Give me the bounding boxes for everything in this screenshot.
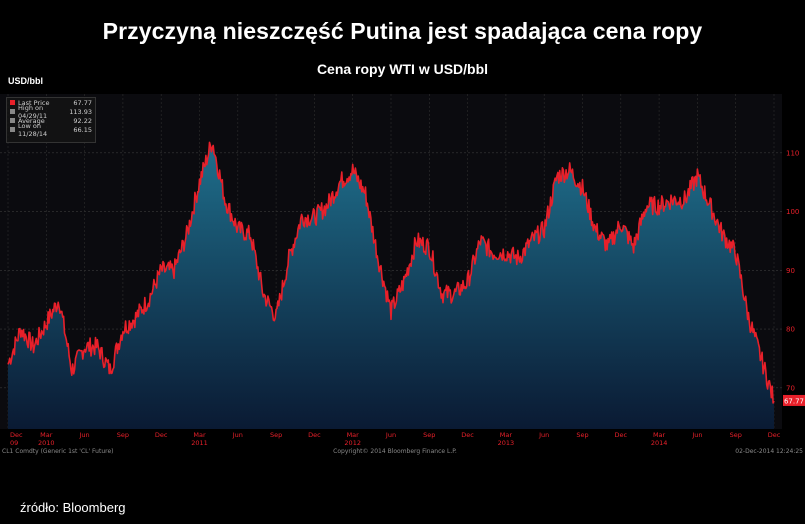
y-tick-label: 80 [786,326,795,334]
legend-item-last-price: Last Price 67.77 [7,98,95,107]
timestamp-label: 02-Dec-2014 12:24:25 [735,448,803,455]
last-price-tag: 67.77 [783,394,805,406]
x-tick-label: Mar [40,431,53,439]
last-price-value: 67.77 [784,397,804,405]
legend-swatch [10,118,15,123]
x-tick-label: Jun [538,431,549,439]
legend-label: Low on 11/28/14 [18,121,48,138]
x-tick-label: Dec [308,431,321,439]
x-tick-label: Jun [691,431,702,439]
x-tick-label: Dec [10,431,23,439]
x-tick-label: Dec [155,431,168,439]
legend-item-average: Average 92.22 [7,116,95,125]
legend-item-low: Low on 11/28/14 66.15 [7,122,95,138]
legend-label: Last Price [18,98,50,107]
chart-legend: Last Price 67.77 High on 04/29/11 113.93… [6,97,96,143]
y-tick-label: 70 [786,384,795,392]
y-axis-unit-label: USD/bbl [8,76,43,86]
x-year-label: 2014 [651,439,668,447]
source-note: źródło: Bloomberg [20,500,126,515]
legend-swatch [10,109,15,114]
x-year-label: 09 [10,439,18,447]
y-tick-label: 110 [786,149,799,157]
x-tick-label: Jun [385,431,396,439]
price-area-fill [8,142,774,429]
x-tick-label: Sep [730,431,742,439]
legend-value: 67.77 [73,98,92,107]
x-tick-label: Mar [500,431,513,439]
copyright-label: Copyright© 2014 Bloomberg Finance L.P. [333,448,457,455]
y-tick-label: 90 [786,267,795,275]
x-tick-label: Mar [347,431,360,439]
ticker-label: CL1 Comdty (Generic 1st 'CL' Future) [2,448,114,455]
x-tick-label: Sep [117,431,129,439]
chart-subtitle: Cena ropy WTI w USD/bbl [316,61,489,77]
x-tick-label: Jun [79,431,90,439]
x-tick-label: Sep [270,431,282,439]
legend-item-high: High on 04/29/11 113.93 [7,104,95,120]
legend-swatch [10,127,15,132]
x-tick-label: Sep [576,431,588,439]
x-tick-label: Dec [615,431,628,439]
x-tick-label: Dec [768,431,781,439]
x-tick-label: Dec [461,431,474,439]
x-tick-label: Mar [653,431,666,439]
legend-swatch [10,100,15,105]
x-tick-label: Jun [232,431,243,439]
price-line [7,141,775,404]
legend-label: Average [18,116,45,125]
legend-value: 66.15 [73,125,92,134]
x-year-label: 2011 [191,439,208,447]
legend-label: High on 04/29/11 [18,103,48,120]
y-axis-ticks: 70 80 90 100 110 [786,149,799,392]
x-tick-label: Sep [423,431,435,439]
y-tick-label: 100 [786,208,799,216]
legend-value: 113.93 [69,107,92,116]
chart-title: Przyczyną nieszczęść Putina jest spadają… [102,18,703,44]
x-year-label: 2012 [344,439,361,447]
x-tick-label: Mar [193,431,206,439]
x-year-label: 2010 [38,439,55,447]
legend-value: 92.22 [73,116,92,125]
x-year-label: 2013 [498,439,515,447]
